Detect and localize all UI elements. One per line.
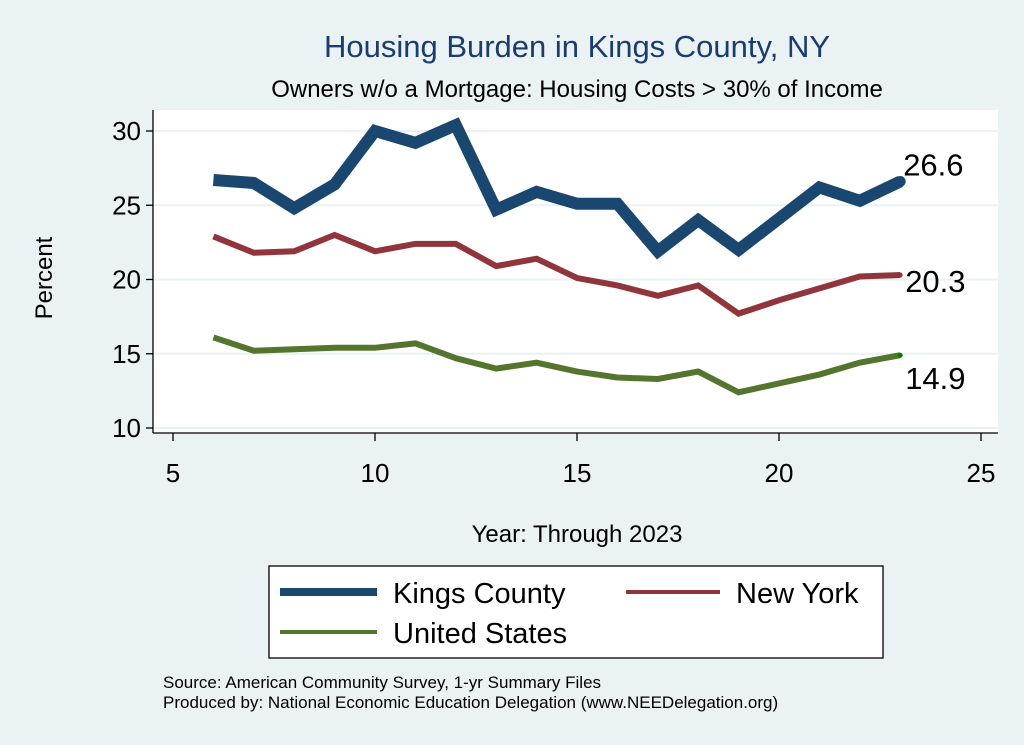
data-point-kings-county	[657, 251, 658, 252]
end-marker-kings-county	[894, 175, 906, 187]
producer-note: Produced by: National Economic Education…	[163, 693, 778, 712]
legend-box	[268, 565, 884, 659]
data-point-united-states	[577, 371, 578, 372]
data-point-kings-county	[859, 200, 860, 201]
end-label-new-york: 20.3	[905, 264, 965, 299]
data-point-new-york	[455, 243, 456, 244]
data-point-kings-county	[334, 184, 335, 185]
data-point-kings-county	[375, 131, 376, 132]
end-labels: 26.6 20.3 14.9	[903, 147, 965, 396]
plot-area	[153, 110, 998, 433]
data-point-new-york	[213, 236, 214, 237]
x-tick-label: 10	[361, 458, 390, 488]
series-new-york	[212, 231, 903, 317]
data-point-kings-county	[577, 203, 578, 204]
end-label-kings-county: 26.6	[903, 147, 963, 182]
data-point-united-states	[294, 349, 295, 350]
data-point-united-states	[738, 392, 739, 393]
legend-label-kings-county: Kings County	[393, 578, 566, 610]
data-point-united-states	[859, 362, 860, 363]
data-point-kings-county	[779, 218, 780, 219]
data-point-new-york	[617, 285, 618, 286]
chart-title: Housing Burden in Kings County, NY	[324, 29, 830, 64]
x-axis-ticks: 5 10 15 20 25	[166, 433, 996, 488]
x-tick-label: 15	[563, 458, 592, 488]
data-point-new-york	[779, 300, 780, 301]
data-point-united-states	[375, 347, 376, 348]
x-tick-label: 20	[765, 458, 794, 488]
source-note: Source: American Community Survey, 1-yr …	[163, 673, 601, 692]
x-tick-label: 25	[967, 458, 996, 488]
series-line-united-states	[212, 334, 901, 396]
series-layer	[212, 117, 906, 396]
data-point-new-york	[496, 266, 497, 267]
data-point-kings-county	[738, 249, 739, 250]
data-point-united-states	[213, 337, 214, 338]
y-axis-ticks: 10 15 20 25 30	[112, 116, 153, 443]
data-point-united-states	[698, 371, 699, 372]
data-point-new-york	[657, 295, 658, 296]
data-point-united-states	[779, 383, 780, 384]
end-marker-new-york	[897, 272, 903, 278]
y-tick-label: 25	[112, 190, 141, 220]
x-tick-label: 5	[166, 458, 180, 488]
data-point-kings-county	[253, 182, 254, 183]
data-point-new-york	[294, 251, 295, 252]
data-point-united-states	[334, 347, 335, 348]
series-kings-county	[212, 117, 906, 260]
chart-subtitle: Owners w/o a Mortgage: Housing Costs > 3…	[271, 76, 883, 103]
data-point-united-states	[496, 368, 497, 369]
y-axis-title: Percent	[31, 236, 58, 319]
data-point-united-states	[536, 362, 537, 363]
series-line-kings-county	[212, 117, 903, 260]
y-tick-label: 10	[112, 413, 141, 443]
y-tick-label: 30	[112, 116, 141, 146]
end-marker-united-states	[897, 352, 903, 358]
data-point-kings-county	[455, 125, 456, 126]
data-point-united-states	[657, 378, 658, 379]
data-point-kings-county	[415, 142, 416, 143]
data-point-united-states	[819, 374, 820, 375]
data-point-new-york	[859, 276, 860, 277]
data-point-new-york	[577, 278, 578, 279]
data-point-new-york	[738, 313, 739, 314]
data-point-kings-county	[617, 203, 618, 204]
x-axis-title: Year: Through 2023	[472, 521, 683, 548]
y-tick-label: 15	[112, 339, 141, 369]
data-point-kings-county	[294, 208, 295, 209]
data-point-kings-county	[698, 220, 699, 221]
data-point-kings-county	[819, 187, 820, 188]
data-point-united-states	[455, 358, 456, 359]
data-point-kings-county	[536, 191, 537, 192]
end-label-united-states: 14.9	[905, 361, 965, 396]
series-united-states	[212, 334, 903, 396]
data-point-new-york	[253, 252, 254, 253]
data-point-kings-county	[496, 209, 497, 210]
data-point-united-states	[415, 343, 416, 344]
data-point-new-york	[698, 285, 699, 286]
legend-label-new-york: New York	[736, 578, 859, 610]
data-point-united-states	[253, 350, 254, 351]
data-point-new-york	[415, 243, 416, 244]
series-line-new-york	[212, 231, 901, 317]
data-point-new-york	[375, 251, 376, 252]
legend-label-united-states: United States	[393, 618, 567, 650]
data-point-new-york	[819, 288, 820, 289]
legend: Kings County New York United States	[268, 565, 884, 659]
data-point-kings-county	[213, 180, 214, 181]
data-point-new-york	[334, 234, 335, 235]
y-tick-label: 20	[112, 265, 141, 295]
data-point-united-states	[617, 377, 618, 378]
data-point-new-york	[536, 258, 537, 259]
